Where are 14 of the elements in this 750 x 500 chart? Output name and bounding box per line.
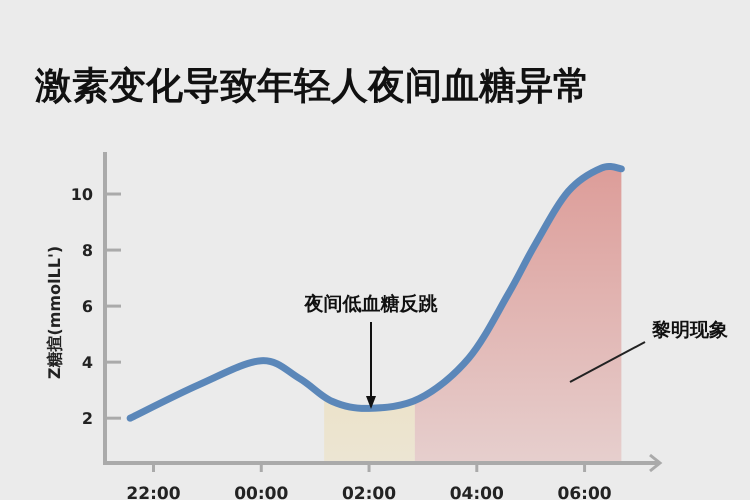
chart-title: 激素变化导致年轻人夜间血糖异常: [34, 64, 590, 107]
y-tick-label: 6: [82, 297, 93, 316]
y-tick-label: 8: [82, 241, 93, 260]
x-tick-label: 22:00: [126, 484, 181, 500]
x-tick-label: 00:00: [234, 484, 288, 500]
y-tick-label: 10: [70, 185, 93, 204]
x-tick-label: 04:00: [450, 484, 504, 500]
x-tick-label: 02:00: [342, 484, 396, 500]
y-tick-label: 4: [82, 353, 93, 372]
annotation: 夜间低血糖反跳: [304, 293, 438, 315]
x-tick-label: 06:00: [558, 484, 612, 500]
annotation: 黎明现象: [651, 319, 728, 341]
y-tick-label: 2: [82, 409, 93, 428]
y-axis-title: Z糖揎(mmolLL'): [45, 246, 64, 380]
